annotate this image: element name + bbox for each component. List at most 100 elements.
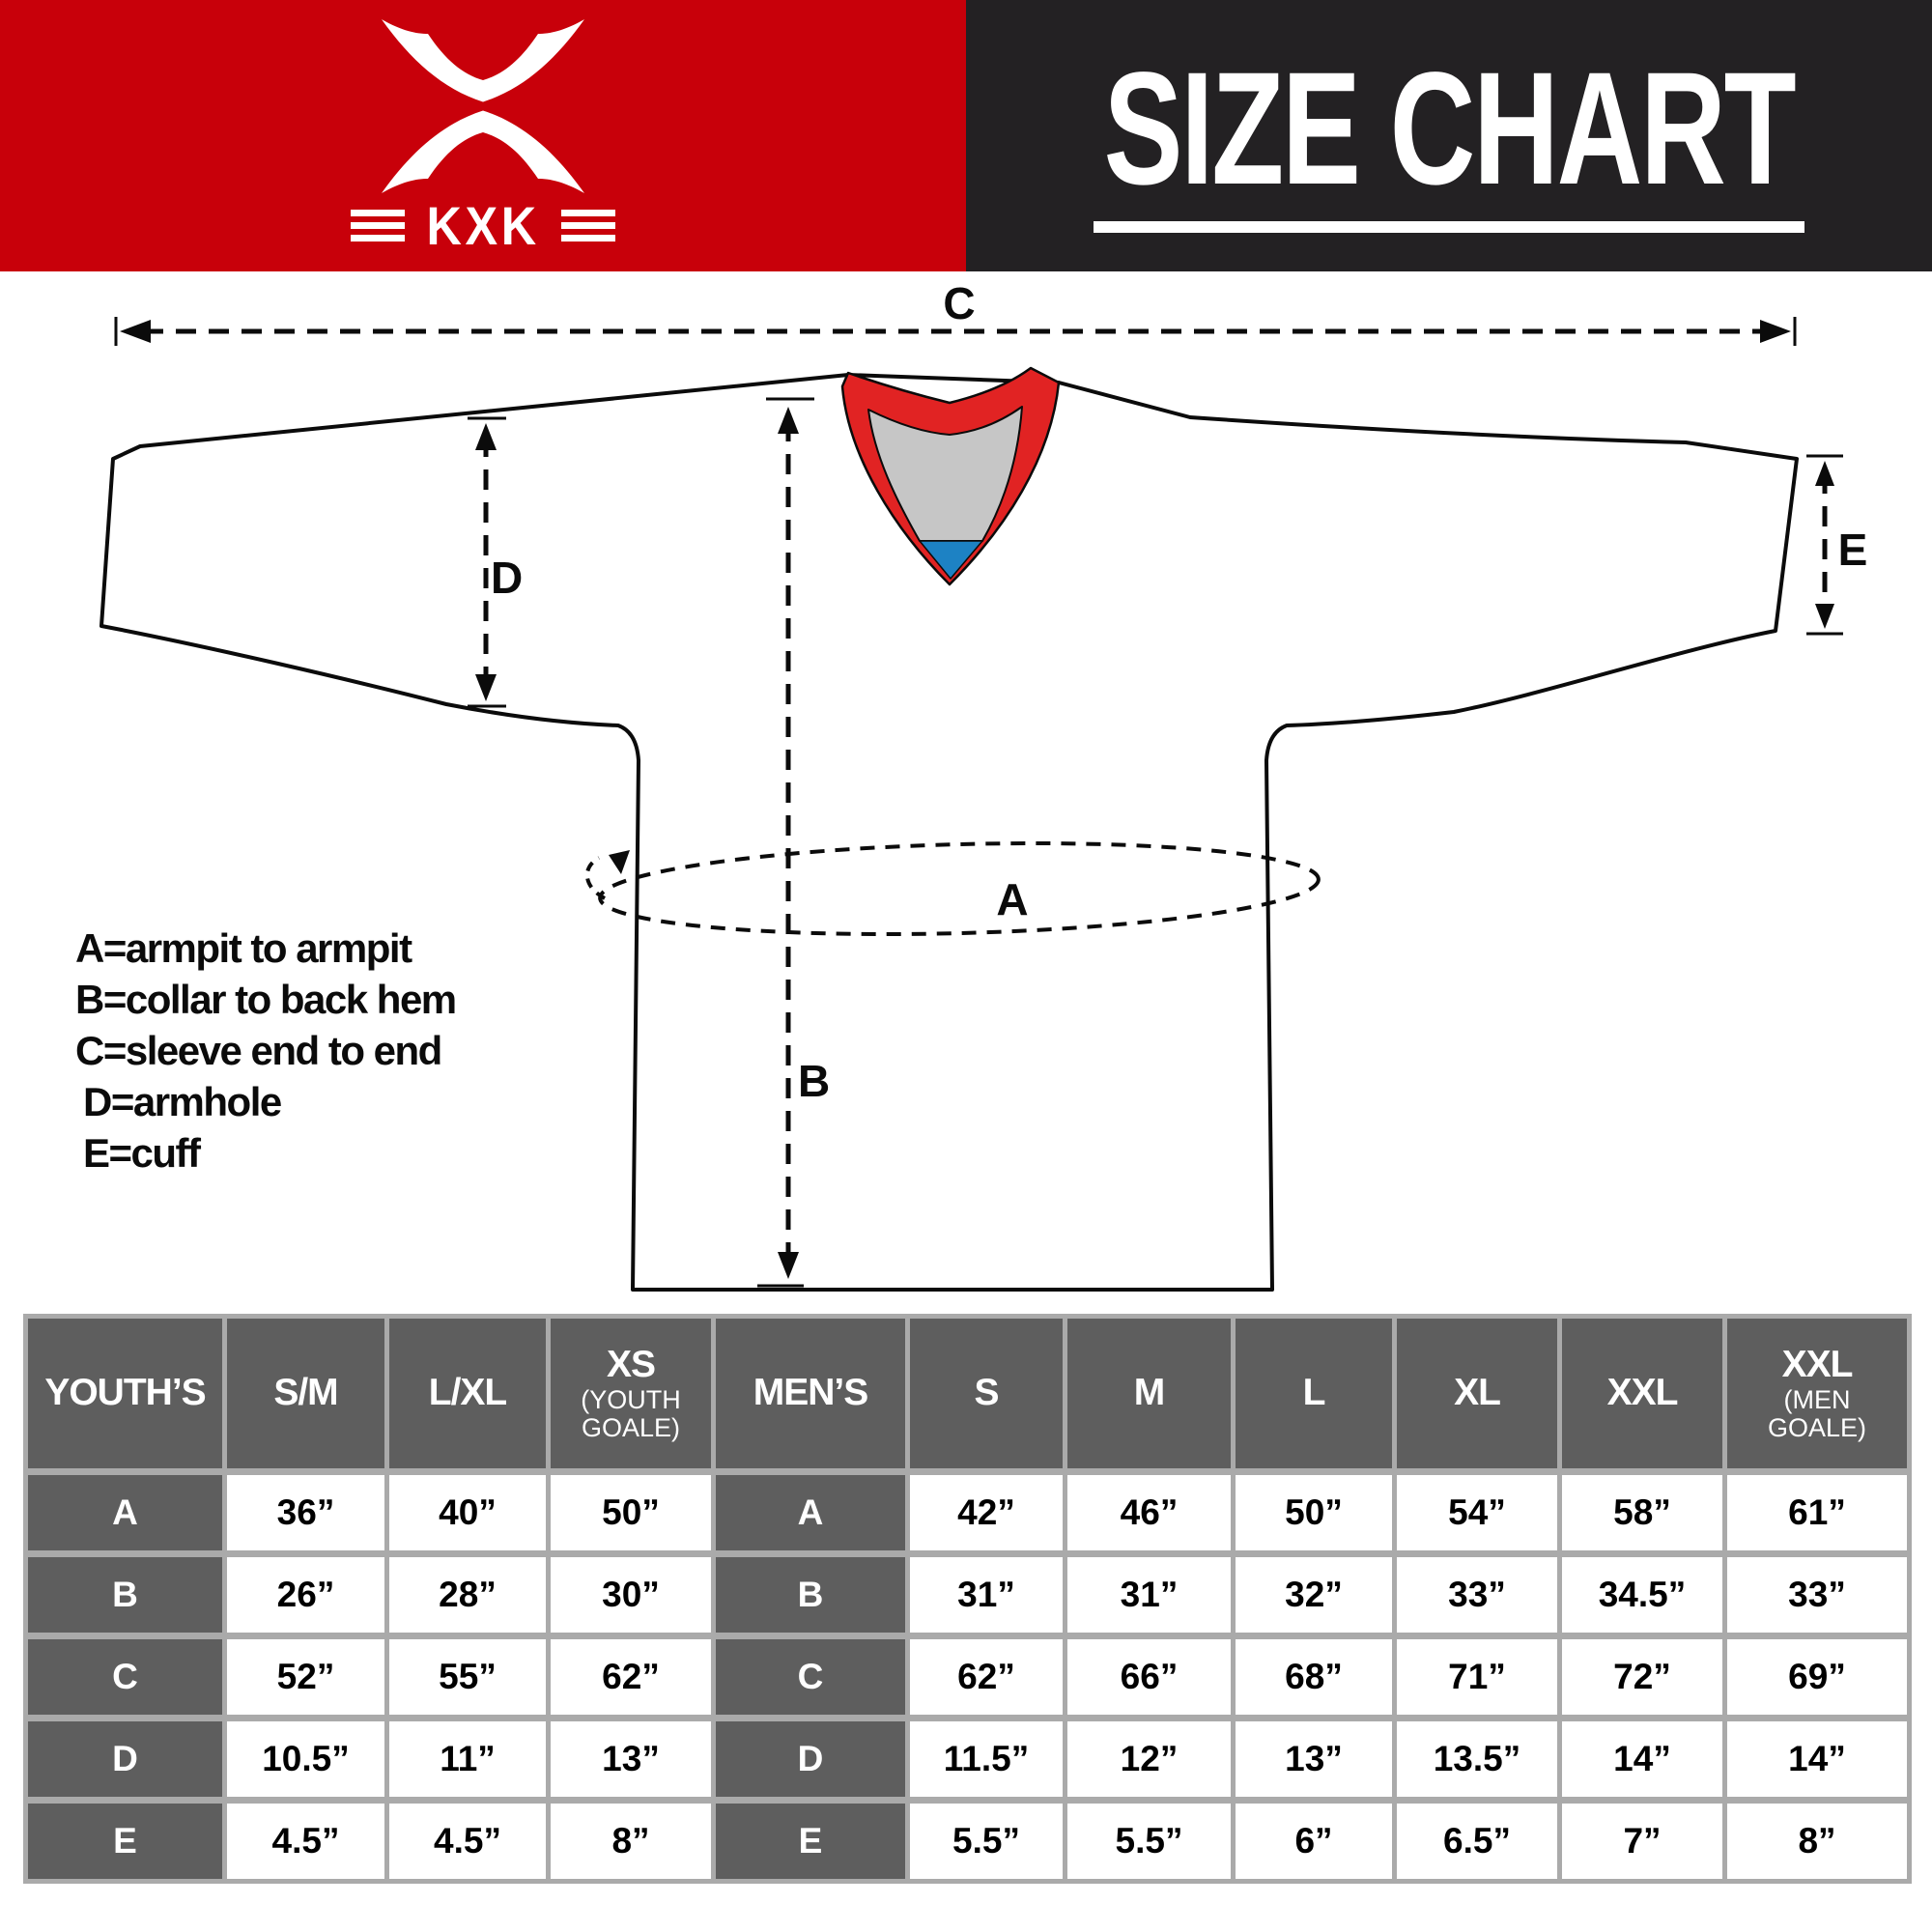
table-cell: 54” [1397, 1475, 1557, 1550]
table-cell: 55” [389, 1639, 546, 1715]
measure-c: C [114, 278, 1797, 346]
row-label: C [28, 1639, 222, 1715]
measurement-legend: A=armpit to armpit B=collar to back hem … [75, 925, 457, 1176]
col-header-l: L [1236, 1319, 1392, 1468]
table-cell: 6.5” [1397, 1804, 1557, 1879]
table-cell: 7” [1562, 1804, 1722, 1879]
table-cell: 66” [1067, 1639, 1231, 1715]
legend-line-e: E=cuff [83, 1130, 202, 1176]
table-cell: 8” [551, 1804, 711, 1879]
table-cell: 69” [1727, 1639, 1907, 1715]
table-cell: 71” [1397, 1639, 1557, 1715]
measure-e-label: E [1838, 525, 1868, 575]
measure-e: E [1806, 454, 1868, 636]
brand-x-mark [382, 18, 584, 193]
jersey-diagram: C D B E [75, 278, 1868, 1292]
table-cell: 31” [1067, 1557, 1231, 1633]
legend-line-b: B=collar to back hem [75, 977, 456, 1022]
brand-wordmark: KXK [426, 194, 540, 256]
col-header-mens: MEN’S [716, 1319, 905, 1468]
legend-line-d: D=armhole [83, 1079, 281, 1124]
row-label: A [28, 1475, 222, 1550]
table-cell: 62” [910, 1639, 1063, 1715]
measure-c-label: C [943, 278, 975, 328]
table-cell: 11.5” [910, 1721, 1063, 1797]
table-cell: 46” [1067, 1475, 1231, 1550]
arrow-down-icon [475, 674, 497, 701]
table-cell: 50” [1236, 1475, 1392, 1550]
table-cell: 14” [1727, 1721, 1907, 1797]
table-cell: 32” [1236, 1557, 1392, 1633]
table-cell: 34.5” [1562, 1557, 1722, 1633]
page-title: SIZE CHART [1103, 39, 1797, 218]
measure-b-label: B [798, 1056, 830, 1106]
table-cell: 58” [1562, 1475, 1722, 1550]
arrow-curl-icon [609, 850, 630, 874]
table-cell: 26” [227, 1557, 384, 1633]
table-cell: 68” [1236, 1639, 1392, 1715]
arrow-up-icon [1815, 461, 1834, 486]
table-cell: 33” [1727, 1557, 1907, 1633]
legend-line-a: A=armpit to armpit [75, 925, 412, 971]
table-cell: 36” [227, 1475, 384, 1550]
col-header-sm: S/M [227, 1319, 384, 1468]
col-header-youths: YOUTH’S [28, 1319, 222, 1468]
table-cell: 72” [1562, 1639, 1722, 1715]
table-cell: 5.5” [910, 1804, 1063, 1879]
measure-a-label: A [996, 874, 1028, 924]
table-cell: 13” [551, 1721, 711, 1797]
table-cell: 52” [227, 1639, 384, 1715]
measure-d: D [468, 416, 523, 708]
table-cell: 8” [1727, 1804, 1907, 1879]
brand-wordmark-row: KXK [350, 194, 616, 256]
legend-line-c: C=sleeve end to end [75, 1028, 441, 1073]
row-label: A [716, 1475, 905, 1550]
table-cell: 42” [910, 1475, 1063, 1550]
table-cell: 62” [551, 1639, 711, 1715]
table-cell: 33” [1397, 1557, 1557, 1633]
table-cell: 13” [1236, 1721, 1392, 1797]
measure-b: B [757, 397, 830, 1288]
col-header-xxl-men-goalie: XXL (MEN GOALE) [1727, 1319, 1907, 1468]
row-label: B [28, 1557, 222, 1633]
brand-logo: KXK [338, 18, 628, 256]
col-header-lxl: L/XL [389, 1319, 546, 1468]
table-cell: 40” [389, 1475, 546, 1550]
table-cell: 6” [1236, 1804, 1392, 1879]
logo-bars-right-icon [561, 210, 616, 242]
table-cell: 13.5” [1397, 1721, 1557, 1797]
table-cell: 5.5” [1067, 1804, 1231, 1879]
arrow-down-icon [1815, 604, 1834, 629]
col-header-xl: XL [1397, 1319, 1557, 1468]
table-cell: 4.5” [389, 1804, 546, 1879]
col-header-xxl: XXL [1562, 1319, 1722, 1468]
table-cell: 14” [1562, 1721, 1722, 1797]
arrow-right-icon [1760, 320, 1791, 343]
table-cell: 10.5” [227, 1721, 384, 1797]
brand-panel: KXK [0, 0, 966, 271]
col-header-xs-youth-goalie: XS (YOUTH GOALE) [551, 1319, 711, 1468]
measure-d-label: D [491, 553, 523, 603]
logo-bars-left-icon [350, 210, 405, 242]
table-cell: 12” [1067, 1721, 1231, 1797]
table-cell: 4.5” [227, 1804, 384, 1879]
collar-lining [867, 406, 1023, 542]
table-cell: 50” [551, 1475, 711, 1550]
arrow-left-icon [120, 320, 151, 343]
col-header-m: M [1067, 1319, 1231, 1468]
arrow-down-icon [778, 1252, 799, 1279]
row-label: D [28, 1721, 222, 1797]
arrow-up-icon [778, 407, 799, 434]
row-label: C [716, 1639, 905, 1715]
measure-a: A [584, 840, 1321, 937]
row-label: D [716, 1721, 905, 1797]
table-cell: 61” [1727, 1475, 1907, 1550]
title-underline [1094, 220, 1804, 233]
title-panel: SIZE CHART [966, 0, 1932, 271]
col-header-s: S [910, 1319, 1063, 1468]
arrow-up-icon [475, 423, 497, 450]
row-label: B [716, 1557, 905, 1633]
row-label: E [28, 1804, 222, 1879]
table-cell: 30” [551, 1557, 711, 1633]
